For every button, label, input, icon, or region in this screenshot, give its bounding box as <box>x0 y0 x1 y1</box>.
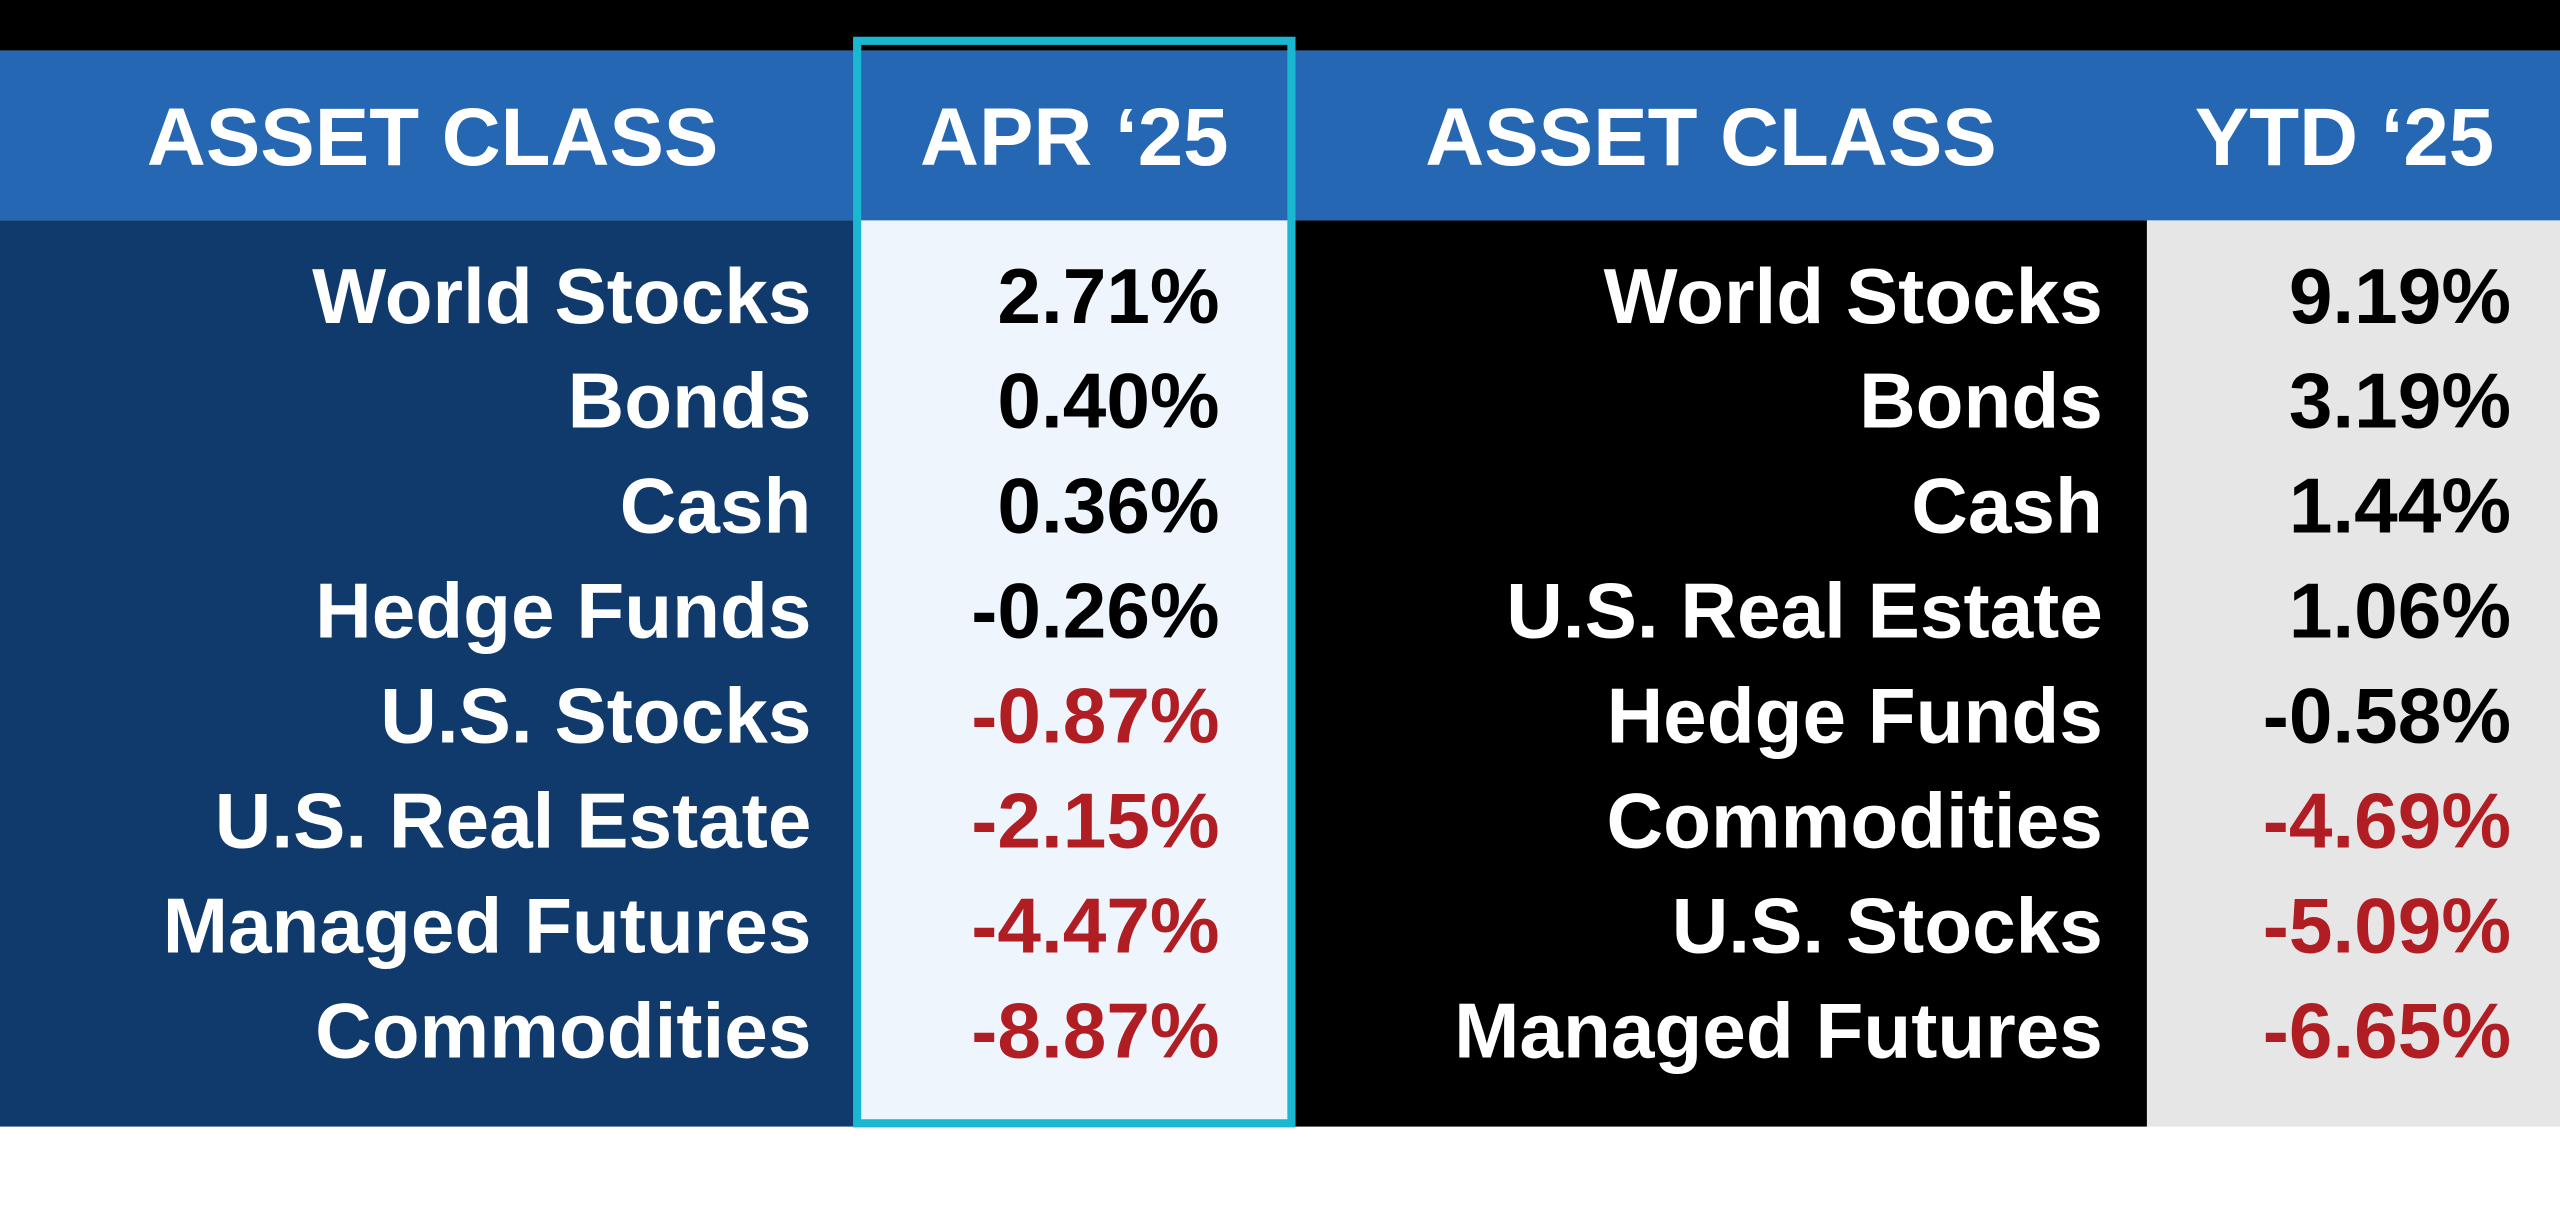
header: YTD ‘25 <box>2195 92 2494 183</box>
return-value: -6.65% <box>2263 987 2511 1075</box>
asset-label: World Stocks <box>312 252 811 340</box>
asset-label: U.S. Real Estate <box>1506 567 2103 655</box>
left-label-column <box>0 220 858 1127</box>
asset-label: Bonds <box>1859 357 2103 445</box>
return-value: 2.71% <box>997 252 1219 340</box>
apr-column <box>857 220 1294 1127</box>
asset-label: Managed Futures <box>163 882 812 970</box>
asset-label: Cash <box>620 462 812 550</box>
return-value: -0.26% <box>971 567 1219 655</box>
asset-label: U.S. Real Estate <box>215 777 812 865</box>
return-value: 9.19% <box>2289 252 2511 340</box>
return-value: 1.44% <box>2289 462 2511 550</box>
return-value: -5.09% <box>2263 882 2511 970</box>
asset-label: Managed Futures <box>1454 987 2103 1075</box>
return-value: 1.06% <box>2289 567 2511 655</box>
header: ASSET CLASS <box>1425 92 1996 183</box>
return-value: -2.15% <box>971 777 1219 865</box>
return-value: 0.40% <box>997 357 1219 445</box>
highlight-border <box>853 36 1296 1128</box>
return-value: -4.47% <box>971 882 1219 970</box>
return-value: -4.69% <box>2263 777 2511 865</box>
asset-label: Hedge Funds <box>315 567 811 655</box>
ytd-column <box>2146 220 2560 1127</box>
asset-label: Cash <box>1911 462 2103 550</box>
right-label-column <box>1293 220 2147 1127</box>
return-value: 0.36% <box>997 462 1219 550</box>
header-band <box>0 50 2560 221</box>
asset-label: U.S. Stocks <box>380 672 811 760</box>
asset-label: Bonds <box>568 357 812 445</box>
return-value: -0.58% <box>2263 672 2511 760</box>
header: ASSET CLASS <box>147 92 718 183</box>
asset-label: Commodities <box>1607 777 2103 865</box>
return-value: 3.19% <box>2289 357 2511 445</box>
asset-label: World Stocks <box>1604 252 2103 340</box>
return-value: -0.87% <box>971 672 1219 760</box>
header: APR ‘25 <box>920 92 1228 183</box>
asset-label: U.S. Stocks <box>1672 882 2103 970</box>
asset-label: Hedge Funds <box>1607 672 2103 760</box>
asset-label: Commodities <box>315 987 811 1075</box>
return-value: -8.87% <box>971 987 1219 1075</box>
